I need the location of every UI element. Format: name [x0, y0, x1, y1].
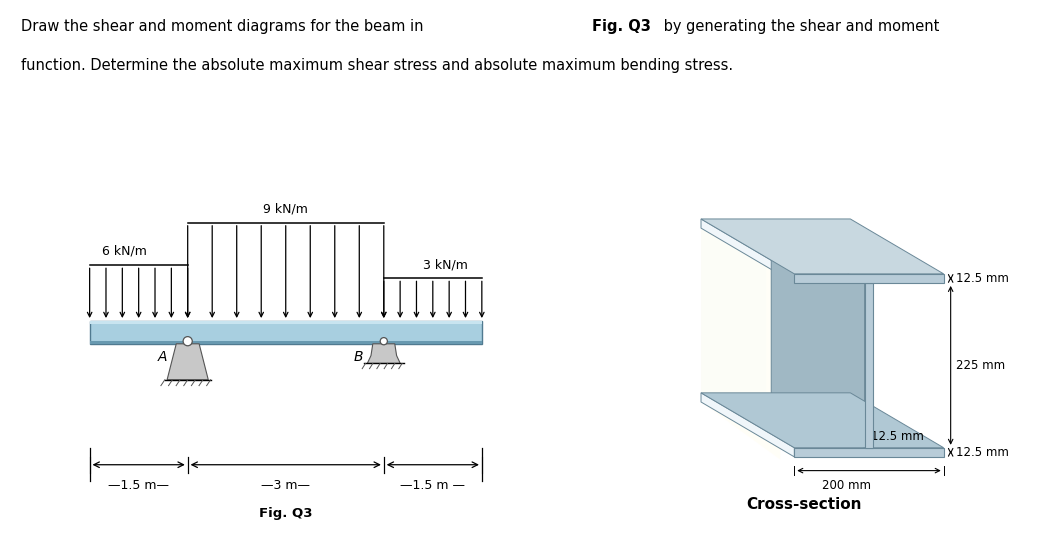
Polygon shape	[89, 340, 482, 344]
Circle shape	[381, 338, 388, 345]
Polygon shape	[865, 283, 873, 448]
Text: —1.5 m —: —1.5 m —	[400, 479, 466, 492]
Text: 225 mm: 225 mm	[956, 359, 1006, 372]
Polygon shape	[772, 228, 865, 448]
Polygon shape	[701, 219, 766, 440]
Text: 12.5 mm: 12.5 mm	[956, 446, 1009, 459]
Polygon shape	[701, 219, 780, 460]
Text: Cross-section: Cross-section	[746, 497, 862, 512]
Text: by generating the shear and moment: by generating the shear and moment	[658, 19, 940, 34]
Text: 200 mm: 200 mm	[822, 479, 871, 492]
Text: B: B	[354, 350, 363, 364]
Polygon shape	[794, 274, 944, 283]
Text: A: A	[158, 350, 167, 364]
Polygon shape	[701, 393, 794, 457]
Text: —3 m—: —3 m—	[261, 479, 310, 492]
Text: 12.5 mm: 12.5 mm	[871, 430, 924, 443]
Text: 12.5 mm: 12.5 mm	[956, 272, 1009, 285]
Polygon shape	[701, 219, 944, 274]
Text: Draw the shear and moment diagrams for the beam in: Draw the shear and moment diagrams for t…	[21, 19, 427, 34]
Polygon shape	[794, 448, 944, 457]
Polygon shape	[89, 321, 482, 344]
Polygon shape	[167, 344, 208, 380]
Polygon shape	[367, 344, 400, 363]
Circle shape	[184, 336, 192, 346]
Text: Fig. Q3: Fig. Q3	[592, 19, 650, 34]
Text: function. Determine the absolute maximum shear stress and absolute maximum bendi: function. Determine the absolute maximum…	[21, 58, 733, 73]
Text: 9 kN/m: 9 kN/m	[263, 202, 308, 215]
Polygon shape	[89, 321, 482, 324]
Polygon shape	[701, 393, 944, 448]
Text: Fig. Q3: Fig. Q3	[259, 507, 312, 520]
Polygon shape	[701, 219, 794, 283]
Text: 3 kN/m: 3 kN/m	[423, 259, 468, 272]
Text: 6 kN/m: 6 kN/m	[102, 244, 146, 258]
Text: —1.5 m—: —1.5 m—	[108, 479, 169, 492]
